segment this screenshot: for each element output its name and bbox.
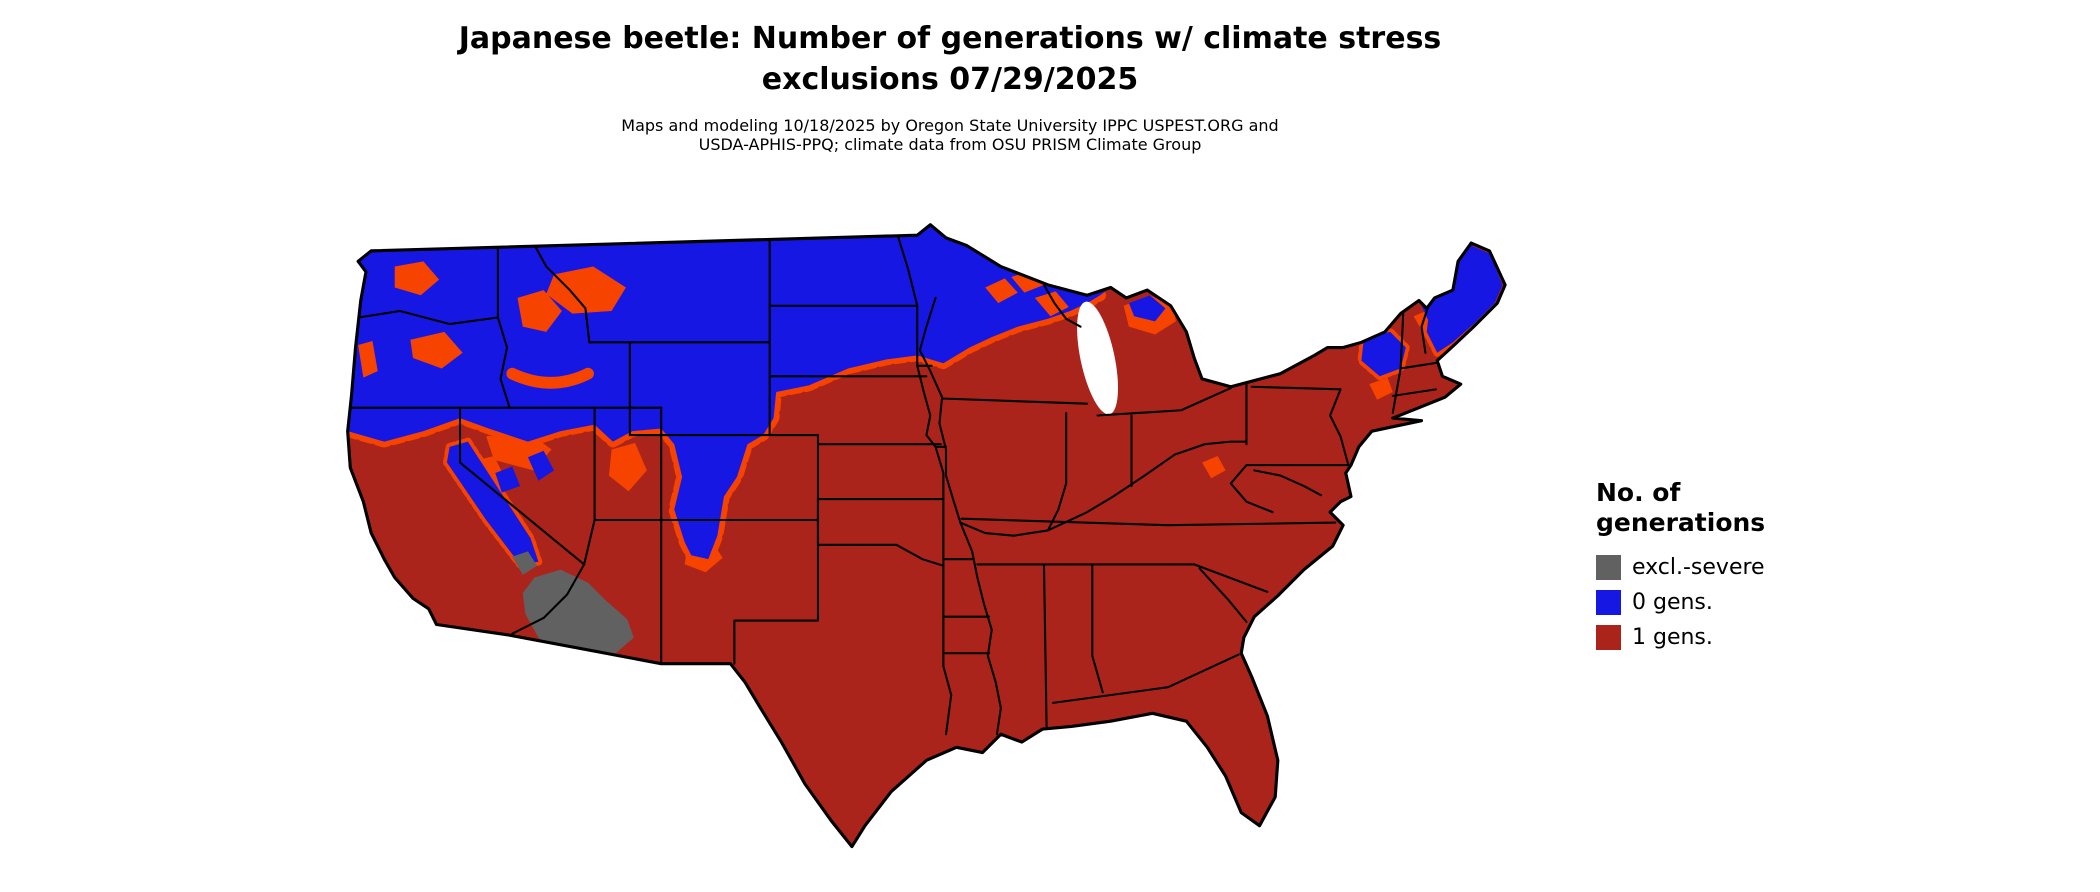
map-subtitle-line1: Maps and modeling 10/18/2025 by Oregon S… bbox=[621, 116, 1279, 135]
map-subtitle-line2: USDA-APHIS-PPQ; climate data from OSU PR… bbox=[698, 135, 1202, 154]
map-title-line2: exclusions 07/29/2025 bbox=[761, 62, 1139, 97]
map-title: Japanese beetle: Number of generations w… bbox=[0, 18, 1900, 100]
map-region-transition-over bbox=[358, 261, 1069, 378]
legend-title: No. of generations bbox=[1596, 478, 1856, 538]
legend-label-excl-severe: excl.-severe bbox=[1632, 555, 1765, 580]
legend-title-line2: generations bbox=[1596, 508, 1766, 537]
legend-item-excl-severe: excl.-severe bbox=[1596, 550, 1856, 585]
legend-label-zero-gens: 0 gens. bbox=[1632, 590, 1713, 615]
lake-michigan bbox=[1077, 301, 1119, 415]
legend-item-zero-gens: 0 gens. bbox=[1596, 585, 1856, 620]
us-map bbox=[332, 222, 1560, 882]
legend-swatch-one-gen bbox=[1596, 625, 1621, 650]
legend-title-line1: No. of bbox=[1596, 478, 1681, 507]
state-boundaries bbox=[347, 234, 1444, 736]
legend-swatch-excl-severe bbox=[1596, 555, 1621, 580]
legend-swatch-zero-gens bbox=[1596, 590, 1621, 615]
legend-item-one-gen: 1 gens. bbox=[1596, 620, 1856, 655]
map-title-line1: Japanese beetle: Number of generations w… bbox=[458, 21, 1442, 56]
header: Japanese beetle: Number of generations w… bbox=[0, 18, 1900, 170]
us-map-svg bbox=[346, 223, 1507, 849]
legend-label-one-gen: 1 gens. bbox=[1632, 625, 1713, 650]
us-border-outline bbox=[346, 223, 1507, 849]
map-region-excl-severe bbox=[512, 551, 634, 663]
legend: No. of generations excl.-severe 0 gens. … bbox=[1596, 478, 1856, 655]
map-snake-river-plain bbox=[506, 367, 594, 389]
